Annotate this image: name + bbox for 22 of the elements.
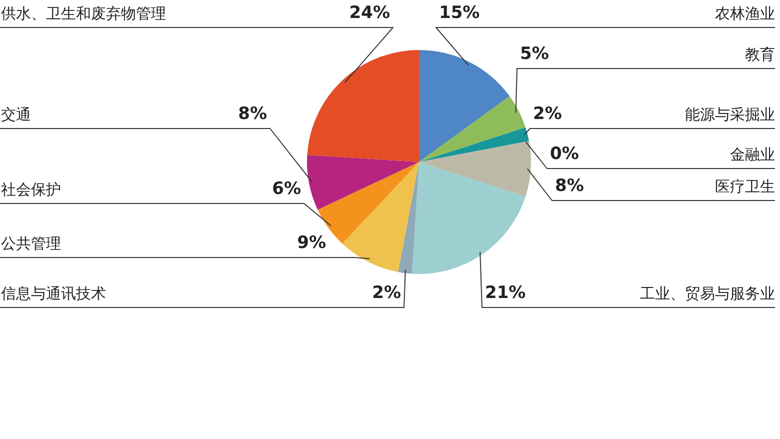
data-label: 2% [372, 282, 401, 303]
slice-label: 工业、贸易与服务业 [640, 284, 775, 302]
data-label: 5% [520, 44, 549, 64]
data-label: 24% [349, 2, 390, 23]
slice-label: 农林渔业 [715, 4, 775, 22]
data-label: 21% [485, 282, 526, 303]
slice-label: 信息与通讯技术 [1, 284, 106, 302]
slice-label: 能源与采掘业 [685, 105, 775, 124]
slice-label: 供水、卫生和废弃物管理 [1, 4, 166, 22]
slice-label: 公共管理 [1, 234, 61, 252]
data-label: 6% [272, 178, 301, 199]
data-label: 15% [439, 2, 480, 23]
slice-label: 医疗卫生 [715, 177, 775, 196]
data-label: 8% [555, 176, 584, 196]
category-label: 金融业 [730, 145, 775, 164]
slice-label: 交通 [1, 105, 31, 124]
slice-label: 社会保护 [1, 180, 61, 198]
data-label: 2% [533, 104, 562, 124]
data-label: 9% [297, 232, 326, 253]
text: 0% [550, 144, 579, 164]
data-label: 8% [238, 104, 267, 124]
slice-label: 教育 [745, 45, 775, 64]
